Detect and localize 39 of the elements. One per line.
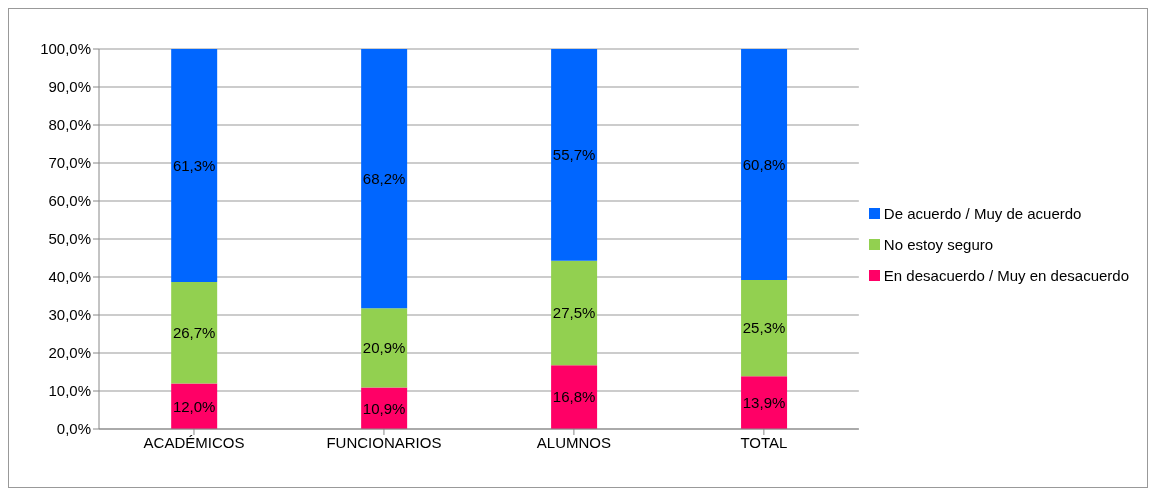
data-label: 16,8% <box>552 388 596 406</box>
y-tick-label: 0,0% <box>56 420 91 438</box>
y-tick-label: 60,0% <box>48 192 91 210</box>
legend-label: No estoy seguro <box>883 235 994 253</box>
y-tick-label: 30,0% <box>48 306 91 324</box>
y-tick-label: 80,0% <box>48 116 91 134</box>
x-tick-label: TOTAL <box>740 433 788 451</box>
x-tick-label: FUNCIONARIOS <box>326 433 442 451</box>
data-label: 27,5% <box>552 304 596 322</box>
bar <box>741 49 788 281</box>
data-label: 26,7% <box>172 324 216 341</box>
data-label: 10,9% <box>362 399 406 417</box>
y-tick-label: 100,0% <box>40 40 91 58</box>
y-tick-label: 40,0% <box>48 268 91 286</box>
y-tick-label: 20,0% <box>48 344 91 362</box>
data-label: 61,3% <box>172 156 216 174</box>
y-tick-label: 90,0% <box>48 78 91 96</box>
data-label: 25,3% <box>742 319 786 337</box>
y-tick-label: 50,0% <box>48 230 91 248</box>
data-label: 60,8% <box>742 155 786 173</box>
bar <box>741 280 788 377</box>
x-tick-label: ALUMNOS <box>536 433 611 451</box>
data-label: 68,2% <box>362 169 406 187</box>
bar <box>551 365 598 429</box>
data-label: 13,9% <box>742 393 786 411</box>
bar <box>171 49 218 282</box>
bar <box>171 281 218 384</box>
bar <box>551 260 598 366</box>
bar <box>361 49 408 309</box>
data-label: 20,9% <box>362 339 406 357</box>
legend-label: De acuerdo / Muy de acuerdo <box>883 204 1082 222</box>
bar <box>361 308 408 388</box>
y-tick-label: 10,0% <box>48 382 91 400</box>
data-label: 55,7% <box>552 146 596 164</box>
bar <box>551 49 598 261</box>
y-tick-label: 70,0% <box>48 154 91 172</box>
data-label: 12,0% <box>172 397 216 415</box>
x-tick-label: ACADÉMICOS <box>143 433 245 451</box>
legend-label: En desacuerdo / Muy en desacuerdo <box>883 266 1129 284</box>
